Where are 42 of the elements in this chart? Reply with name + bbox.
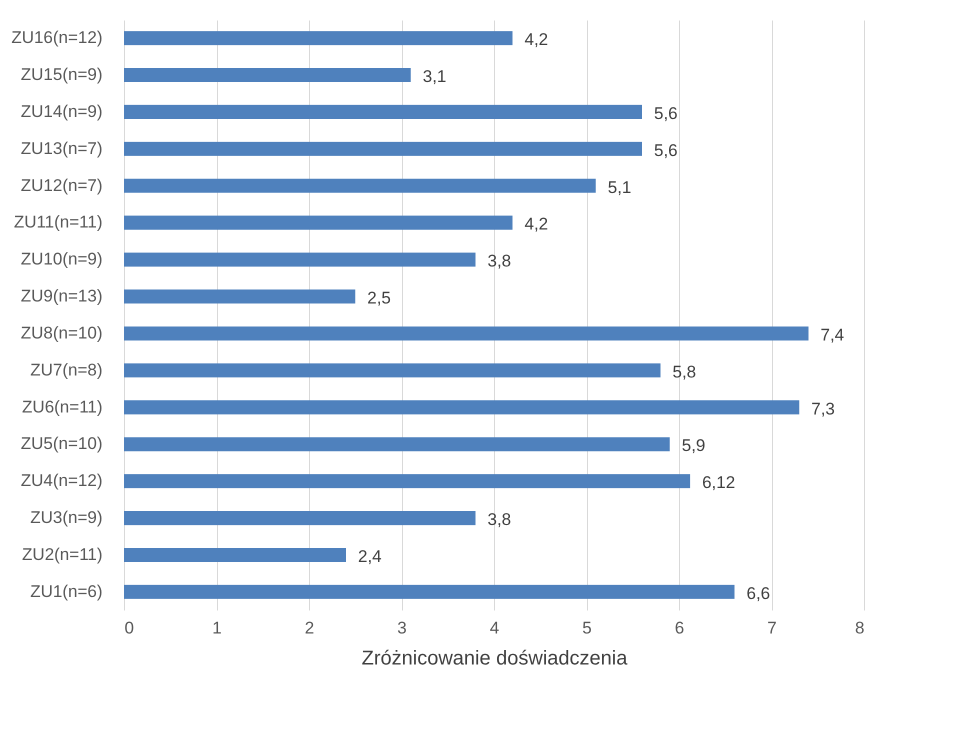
data-label: 6,6 bbox=[746, 584, 770, 603]
y-tick-label: ZU16(n=12) bbox=[11, 28, 102, 48]
y-tick-label: ZU12(n=7) bbox=[20, 176, 102, 195]
x-tick-label: 2 bbox=[304, 618, 314, 638]
data-label: 3,8 bbox=[488, 252, 512, 271]
y-tick-label: ZU13(n=7) bbox=[20, 138, 102, 158]
data-label: 7,3 bbox=[811, 399, 835, 418]
data-label: 5,1 bbox=[608, 178, 632, 197]
data-label: 2,4 bbox=[358, 546, 382, 566]
x-tick-label: 5 bbox=[582, 618, 592, 638]
data-label: 5,6 bbox=[654, 104, 678, 123]
y-tick-label: ZU6(n=11) bbox=[22, 397, 102, 416]
y-tick-label: ZU5(n=10) bbox=[20, 434, 102, 454]
data-label: 5,6 bbox=[654, 140, 678, 160]
data-label: 2,5 bbox=[367, 288, 391, 308]
data-label: 3,8 bbox=[488, 510, 512, 530]
data-label: 5,9 bbox=[682, 436, 706, 456]
data-label: 7,4 bbox=[820, 325, 844, 344]
data-label: 4,2 bbox=[524, 30, 548, 50]
y-tick-label: ZU11(n=11) bbox=[14, 212, 102, 232]
x-tick-label: 3 bbox=[397, 618, 407, 638]
y-tick-label: ZU7(n=8) bbox=[30, 360, 102, 380]
x-tick-label: 1 bbox=[212, 618, 222, 638]
y-tick-label: ZU14(n=9) bbox=[20, 102, 102, 121]
y-tick-label: ZU8(n=10) bbox=[20, 323, 102, 342]
y-tick-label: ZU1(n=6) bbox=[30, 582, 102, 601]
y-tick-label: ZU9(n=13) bbox=[20, 286, 102, 306]
data-label: 6,12 bbox=[702, 473, 736, 492]
y-tick-label: ZU15(n=9) bbox=[20, 65, 102, 84]
data-label: 4,2 bbox=[524, 214, 548, 234]
x-tick-label: 8 bbox=[855, 618, 864, 638]
x-axis-title: Zróżnicowanie doświadczenia bbox=[362, 648, 628, 670]
y-tick-label: ZU2(n=11) bbox=[22, 544, 102, 564]
x-tick-label: 6 bbox=[674, 618, 684, 638]
y-tick-label: ZU3(n=9) bbox=[30, 508, 102, 528]
data-label: 3,1 bbox=[422, 67, 446, 86]
x-tick-label: 7 bbox=[767, 618, 777, 638]
y-tick-label: ZU4(n=12) bbox=[20, 471, 102, 490]
data-label: 5,8 bbox=[672, 362, 696, 382]
x-tick-label: 4 bbox=[490, 618, 500, 638]
x-tick-label: 0 bbox=[124, 618, 134, 638]
y-tick-label: ZU10(n=9) bbox=[20, 250, 102, 269]
